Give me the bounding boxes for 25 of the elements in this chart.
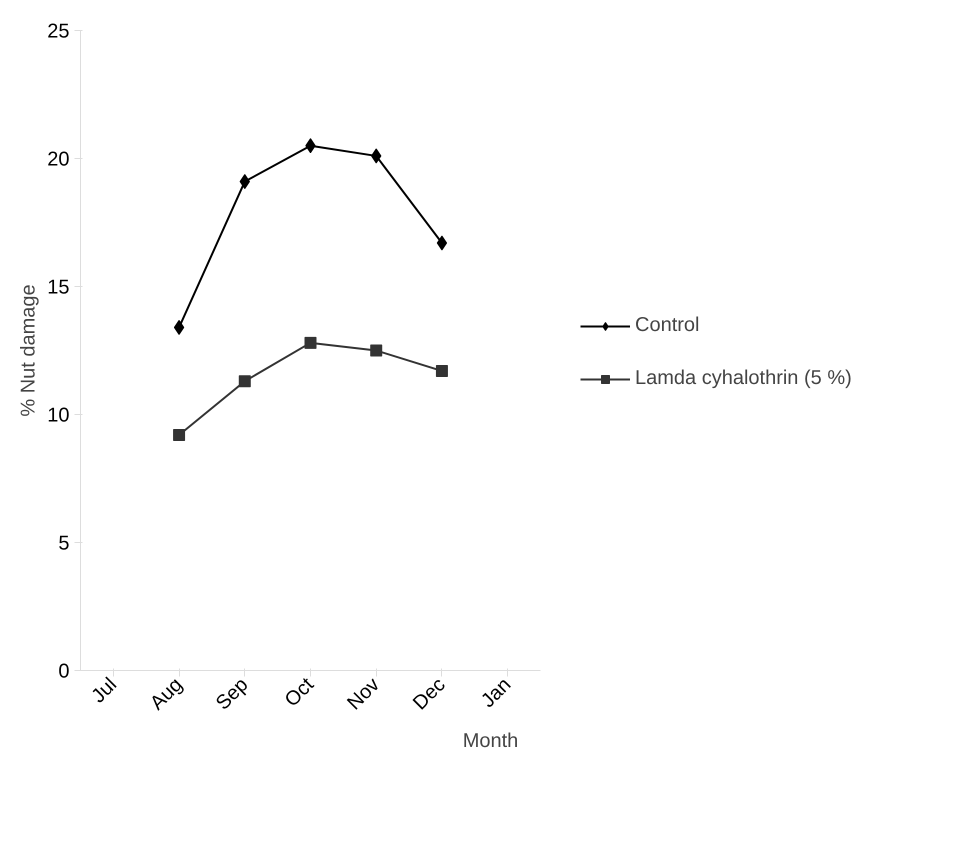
point bbox=[174, 320, 184, 335]
x-tick-label: Jan bbox=[477, 674, 516, 712]
x-tick-label: Oct bbox=[280, 673, 319, 712]
legend-label: Control bbox=[635, 314, 700, 337]
y-tick-label: 20 bbox=[47, 148, 70, 170]
point bbox=[436, 364, 448, 377]
point bbox=[173, 428, 186, 441]
y-tick-label: 25 bbox=[47, 20, 70, 42]
y-tick-label: 5 bbox=[58, 532, 70, 554]
x-tick-label: Jul bbox=[88, 674, 122, 708]
x-tick-label: Dec bbox=[409, 674, 450, 714]
x-axis-title: Month bbox=[462, 730, 518, 752]
x-tick-label: Aug bbox=[146, 674, 187, 714]
point bbox=[304, 336, 316, 349]
x-tick-label: Sep bbox=[212, 674, 253, 714]
point bbox=[305, 138, 316, 154]
legend-label: Lamda cyhalothrin (5 %) bbox=[635, 367, 852, 390]
y-axis-title: % Nut damage bbox=[17, 284, 40, 417]
y-tick-label: 10 bbox=[47, 404, 70, 426]
x-tick-label: Nov bbox=[343, 674, 384, 714]
point bbox=[238, 375, 251, 388]
y-tick-label: 15 bbox=[47, 276, 70, 298]
point bbox=[370, 344, 382, 356]
y-tick-label: 0 bbox=[58, 660, 70, 682]
point bbox=[436, 235, 448, 250]
